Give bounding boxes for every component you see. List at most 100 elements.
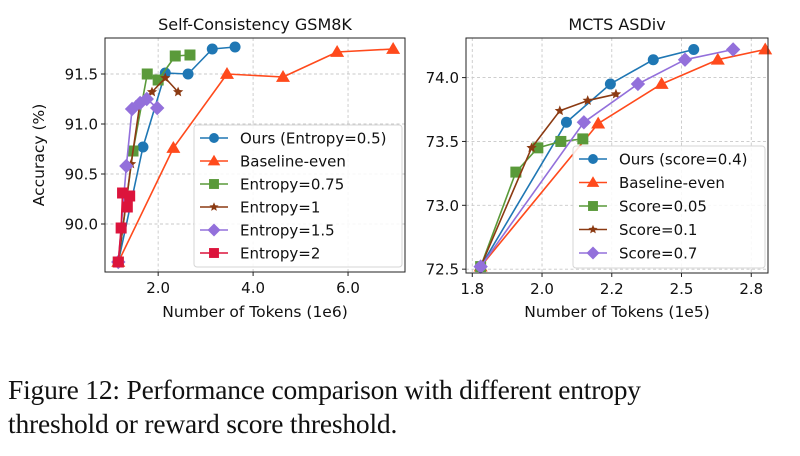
series-baseline-even [111,42,401,267]
legend-item: Baseline-even [579,174,725,192]
legend-label: Baseline-even [240,153,346,171]
data-point [139,91,154,107]
x-tick-label: 2.2 [600,280,624,298]
series-entropy-2 [112,187,136,268]
legend-label: Score=0.1 [619,221,697,239]
legend-item: Entropy=0.75 [200,176,344,194]
plot-frame [465,37,769,274]
series-group [473,42,773,274]
y-tick-label: 90.5 [65,166,98,184]
data-point [582,95,593,105]
legend-marker [209,133,219,143]
legend-label: Entropy=1.5 [240,222,335,240]
ticks: 1.8 2.0 2.2 2.5 2.8 72.5 73.0 73.5 74.0 [426,69,764,298]
legend-label: Entropy=2 [240,245,320,263]
data-point [182,68,194,80]
x-tick-label: 6.0 [336,279,360,297]
legend-item: Entropy=1.5 [200,222,335,240]
legend-label: Ours (Entropy=0.5) [240,130,386,148]
data-point [591,116,606,129]
y-tick-label: 91.0 [65,116,98,134]
series-score-0-7 [473,42,741,274]
legend-marker [588,224,598,234]
legend-label: Ours (score=0.4) [619,151,748,169]
legend-marker [207,154,221,166]
data-point [677,52,693,67]
series-entropy-0-75 [112,49,196,268]
figure: Self-Consistency GSM8K 2.0 4.0 6.0 90.0 90.5… [30,15,773,321]
data-point [510,166,522,178]
chart-self-consistency-gsm8k: Self-Consistency GSM8K 2.0 4.0 6.0 90.0 90.5… [30,15,406,321]
legend-marker [207,223,221,237]
y-tick-label: 74.0 [426,69,459,87]
x-axis-label: Number of Tokens (1e5) [524,303,710,321]
legend-item: Entropy=1 [200,199,320,217]
y-tick-label: 73.0 [426,197,459,215]
data-point [554,105,565,116]
data-point [630,76,646,92]
y-tick-label: 72.5 [426,261,459,279]
chart-title: Self-Consistency GSM8K [158,15,352,34]
data-point [577,133,589,145]
x-tick-label: 1.8 [460,280,484,298]
data-point [647,54,659,66]
data-point [160,72,171,83]
y-axis-label: Accuracy (%) [30,104,48,207]
data-point [610,88,622,99]
x-tick-label: 4.0 [241,279,265,297]
legend-box [193,124,403,268]
ticks: 2.0 4.0 6.0 90.0 90.5 91.0 91.5 [65,66,360,298]
legend-label: Entropy=1 [240,199,320,217]
data-point [150,100,165,116]
legend-label: Entropy=0.75 [240,176,344,194]
data-point [654,76,669,89]
data-point [124,190,136,202]
data-point [229,41,241,53]
legend-item: Ours (Entropy=0.5) [200,130,386,148]
data-point [688,43,700,55]
legend: Ours (score=0.4) Baseline-even Score=0.05 S… [572,145,766,269]
data-point [555,135,567,147]
data-point [758,42,773,55]
data-point [532,142,544,154]
data-point [184,49,196,61]
data-point [112,256,124,268]
legend-item: Score=0.05 [579,198,707,216]
legend-item: Score=0.7 [579,245,697,263]
data-point [206,43,218,55]
legend-label: Baseline-even [619,174,725,192]
data-point [576,115,592,130]
legend-label: Score=0.05 [619,198,707,216]
legend-item: Entropy=2 [200,245,320,263]
data-point [152,74,164,86]
data-point [276,70,291,82]
legend-label: Score=0.7 [619,245,697,263]
data-point [115,222,127,234]
series-line [117,54,191,263]
chart-title: MCTS ASDiv [568,15,665,34]
data-point [166,141,181,153]
series-group [111,41,401,270]
figure-caption: Figure 12: Performance comparison with d… [8,373,798,441]
data-point [219,67,234,79]
data-point [141,68,153,80]
data-point [725,42,741,57]
y-tick-label: 90.0 [65,216,98,234]
data-point [137,141,149,153]
legend-item: Baseline-even [200,153,346,171]
legend-marker [209,248,219,258]
data-point [146,86,158,97]
legend-marker [586,246,600,260]
data-point [710,52,725,65]
caption-line-1: Figure 12: Performance comparison with d… [8,374,641,405]
data-point [169,50,181,62]
data-point [473,259,488,274]
data-point [172,86,184,97]
legend-marker [209,179,219,189]
data-point [604,78,616,90]
caption-line-2: threshold or reward score threshold. [8,408,398,439]
data-point [386,42,401,54]
x-tick-label: 2.0 [530,280,554,298]
legend-marker [588,154,598,164]
data-point [117,187,129,199]
